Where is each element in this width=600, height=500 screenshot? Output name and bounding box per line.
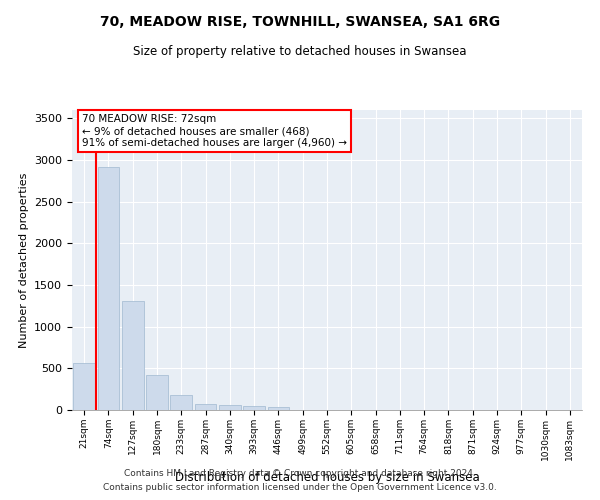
Bar [219, 406, 241, 410]
Text: 70, MEADOW RISE, TOWNHILL, SWANSEA, SA1 6RG: 70, MEADOW RISE, TOWNHILL, SWANSEA, SA1 … [100, 15, 500, 29]
Bar [122, 301, 143, 410]
Text: Contains HM Land Registry data © Crown copyright and database right 2024.: Contains HM Land Registry data © Crown c… [124, 468, 476, 477]
Bar [268, 406, 289, 410]
Bar [97, 166, 119, 410]
X-axis label: Distribution of detached houses by size in Swansea: Distribution of detached houses by size … [175, 471, 479, 484]
Bar [146, 375, 168, 410]
Y-axis label: Number of detached properties: Number of detached properties [19, 172, 29, 348]
Text: Contains public sector information licensed under the Open Government Licence v3: Contains public sector information licen… [103, 484, 497, 492]
Bar [194, 404, 217, 410]
Text: Size of property relative to detached houses in Swansea: Size of property relative to detached ho… [133, 45, 467, 58]
Text: 70 MEADOW RISE: 72sqm
← 9% of detached houses are smaller (468)
91% of semi-deta: 70 MEADOW RISE: 72sqm ← 9% of detached h… [82, 114, 347, 148]
Bar [73, 362, 95, 410]
Bar [170, 394, 192, 410]
Bar [243, 406, 265, 410]
